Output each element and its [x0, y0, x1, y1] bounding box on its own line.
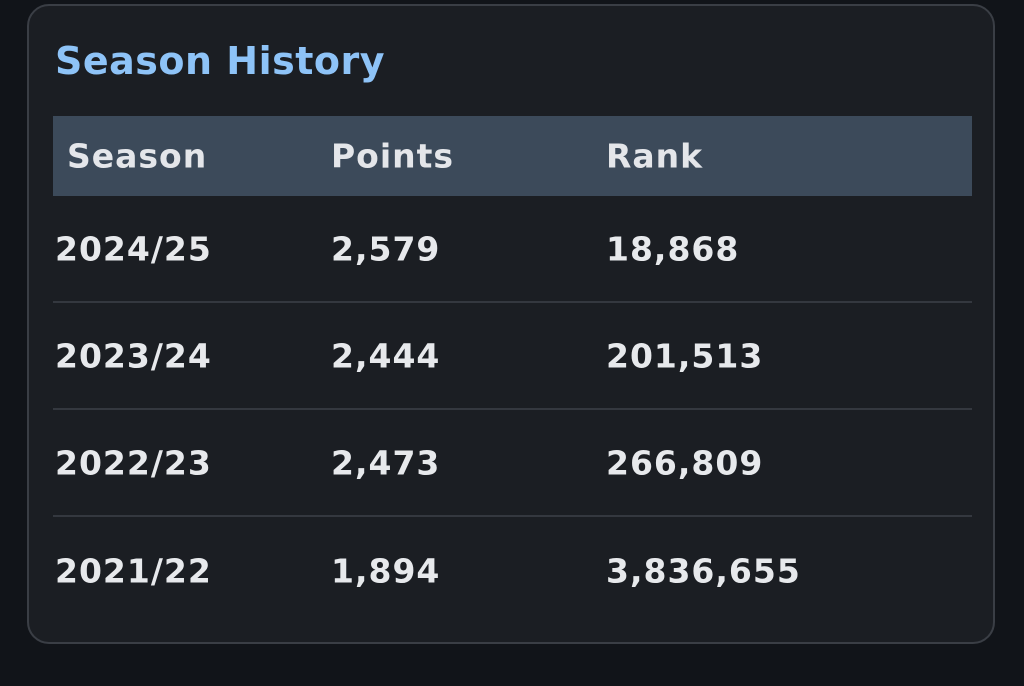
rank-cell: 18,868 — [606, 229, 740, 268]
season-cell: 2021/22 — [55, 551, 212, 590]
season-history-table: Season Points Rank 2024/25 2,579 18,868 … — [53, 116, 972, 624]
header-points: Points — [331, 136, 455, 176]
points-cell: 1,894 — [331, 551, 441, 590]
rank-cell: 266,809 — [606, 443, 764, 482]
table-row: 2024/25 2,579 18,868 — [53, 196, 972, 303]
table-row: 2022/23 2,473 266,809 — [53, 410, 972, 517]
rank-cell: 201,513 — [606, 336, 764, 375]
season-history-card: Season History Season Points Rank 2024/2… — [27, 4, 995, 644]
header-rank: Rank — [606, 136, 704, 176]
points-cell: 2,444 — [331, 336, 441, 375]
header-season: Season — [67, 136, 208, 176]
season-cell: 2022/23 — [55, 443, 212, 482]
table-row: 2023/24 2,444 201,513 — [53, 303, 972, 410]
season-cell: 2023/24 — [55, 336, 212, 375]
table-row: 2021/22 1,894 3,836,655 — [53, 517, 972, 624]
rank-cell: 3,836,655 — [606, 551, 801, 590]
card-title: Season History — [55, 39, 386, 83]
table-header-row: Season Points Rank — [53, 116, 972, 196]
points-cell: 2,579 — [331, 229, 441, 268]
points-cell: 2,473 — [331, 443, 441, 482]
season-cell: 2024/25 — [55, 229, 212, 268]
